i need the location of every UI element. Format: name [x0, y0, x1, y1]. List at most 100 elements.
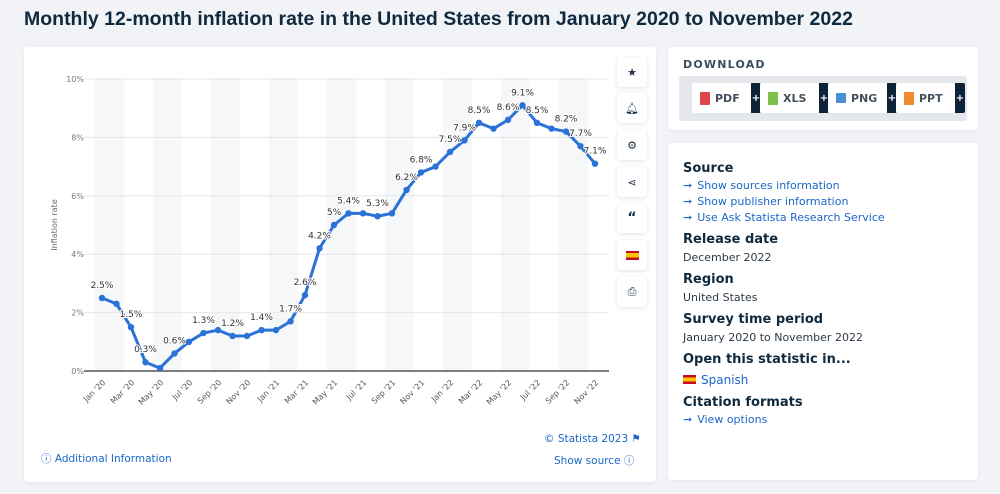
region: United States — [683, 291, 758, 304]
data-label: 2.6% — [294, 278, 317, 288]
spanish-flag-icon — [683, 375, 696, 384]
y-tick-label: 2% — [71, 309, 84, 318]
release-date: December 2022 — [683, 251, 772, 264]
data-point — [359, 210, 367, 217]
data-point — [229, 332, 236, 340]
data-point — [98, 294, 106, 302]
grid-band — [94, 79, 124, 371]
data-point — [417, 169, 425, 176]
show-publisher-link[interactable]: ➞ Show publisher information — [683, 195, 849, 208]
info-card: Source ➞ Show sources information ➞ Show p… — [668, 143, 978, 480]
data-point — [185, 338, 193, 345]
x-tick-label: May '21 — [311, 378, 340, 407]
data-point — [591, 160, 599, 167]
copyright[interactable]: © Statista 2023 ⚑ — [544, 433, 641, 445]
release-heading: Release date — [683, 232, 779, 247]
data-point — [504, 116, 512, 124]
data-point — [374, 213, 381, 220]
data-point — [562, 128, 570, 135]
data-point — [142, 359, 149, 366]
data-label: 8.2% — [555, 115, 578, 125]
data-point — [272, 326, 280, 334]
data-label: 8.5% — [468, 106, 491, 116]
data-label: 5.4% — [337, 196, 360, 206]
download-title: DOWNLOAD — [683, 58, 766, 71]
data-point — [330, 221, 338, 229]
share-icon[interactable]: ⋖ — [617, 167, 647, 197]
quote-icon[interactable]: “ — [617, 203, 647, 233]
view-options-link[interactable]: ➞ View options — [683, 413, 768, 426]
data-point — [156, 364, 164, 372]
data-point — [490, 125, 497, 132]
bell-icon[interactable]: 🔔︎ — [617, 93, 647, 123]
y-tick-label: 10% — [66, 75, 84, 84]
period-heading: Survey time period — [683, 312, 824, 327]
png-icon — [836, 93, 846, 103]
data-point — [533, 119, 541, 127]
y-tick-label: 0% — [71, 367, 84, 376]
spanish-flag-icon[interactable] — [617, 240, 647, 270]
data-label: 1.2% — [221, 319, 244, 329]
x-tick-label: Jul '21 — [344, 378, 368, 402]
x-tick-label: Jul '20 — [170, 378, 194, 402]
data-point — [171, 350, 178, 357]
grid-band — [442, 79, 472, 371]
data-point — [214, 326, 222, 334]
data-point — [446, 148, 454, 156]
download-pdf-button[interactable]: PDF + — [692, 83, 761, 113]
data-label: 8.6% — [497, 103, 520, 113]
x-tick-label: Nov '22 — [572, 378, 600, 406]
data-point — [577, 142, 584, 150]
data-point — [432, 163, 439, 170]
ppt-icon — [904, 91, 914, 105]
x-tick-label: Jan '21 — [255, 378, 281, 404]
x-tick-label: May '20 — [137, 378, 166, 407]
data-point — [388, 210, 396, 217]
data-label: 6.2% — [395, 173, 418, 183]
print-icon[interactable]: ⎙ — [617, 277, 647, 307]
data-label: 8.5% — [526, 106, 549, 116]
x-tick-label: Jan '20 — [81, 378, 107, 404]
data-label: 9.1% — [511, 88, 534, 98]
x-tick-label: Mar '22 — [457, 378, 485, 406]
data-label: 1.5% — [120, 310, 143, 320]
star-icon[interactable]: ★ — [617, 57, 647, 87]
x-tick-label: Mar '21 — [283, 378, 311, 406]
data-label: 5% — [327, 208, 342, 218]
x-tick-label: Nov '21 — [398, 378, 426, 406]
download-xls-button[interactable]: XLS + — [760, 83, 829, 113]
pdf-icon — [700, 91, 710, 105]
data-label: 7.7% — [569, 129, 592, 139]
show-source-link[interactable]: Show source ⓘ — [554, 455, 635, 467]
grid-band — [500, 79, 530, 371]
open-heading: Open this statistic in... — [683, 352, 851, 367]
x-tick-label: Sep '22 — [544, 378, 572, 406]
download-ppt-button[interactable]: PPT + — [896, 83, 965, 113]
data-point — [287, 318, 294, 325]
data-point — [548, 125, 555, 132]
data-label: 7.5% — [439, 135, 462, 145]
grid-band — [384, 79, 414, 371]
grid-band — [152, 79, 182, 371]
show-sources-link[interactable]: ➞ Show sources information — [683, 179, 840, 192]
download-png-button[interactable]: PNG + — [828, 83, 897, 113]
info-icon: ⓘ — [623, 455, 635, 467]
data-label: 7.9% — [453, 123, 476, 133]
data-label: 5.3% — [366, 199, 389, 209]
additional-info-link[interactable]: ⓘ Additional Information — [41, 453, 172, 465]
region-heading: Region — [683, 272, 734, 287]
y-tick-label: 4% — [71, 250, 84, 259]
x-tick-label: Jul '22 — [518, 378, 542, 402]
data-label: 0.3% — [134, 345, 157, 355]
research-service-link[interactable]: ➞ Use Ask Statista Research Service — [683, 211, 885, 224]
data-point — [243, 332, 251, 340]
x-tick-label: Mar '20 — [109, 378, 137, 406]
period: January 2020 to November 2022 — [683, 331, 863, 344]
open-spanish-link[interactable]: Spanish — [683, 373, 968, 387]
page-title: Monthly 12-month inflation rate in the U… — [24, 8, 853, 30]
y-tick-label: 6% — [71, 192, 84, 201]
gear-icon[interactable]: ⚙ — [617, 130, 647, 160]
data-label: 1.3% — [192, 316, 215, 326]
data-label: 7.1% — [584, 147, 607, 157]
